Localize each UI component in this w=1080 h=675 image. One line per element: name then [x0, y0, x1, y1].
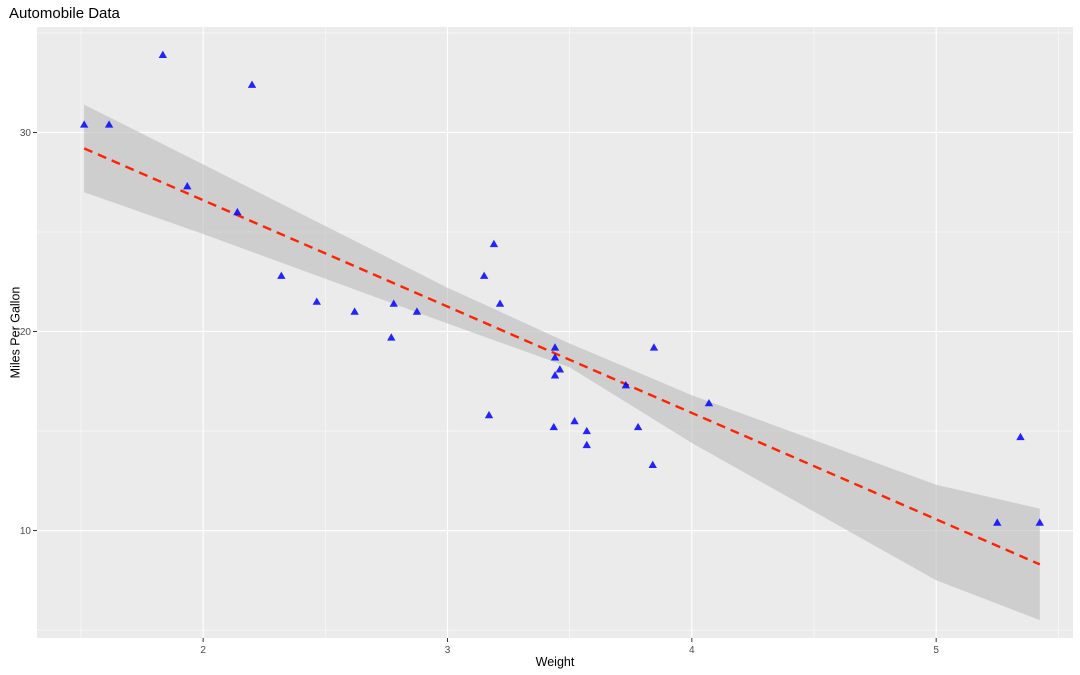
x-tick-label: 5 — [933, 645, 939, 656]
confidence-band-area — [84, 104, 1040, 621]
data-point — [550, 371, 560, 379]
data-points — [79, 50, 1044, 526]
y-tick-label: 20 — [20, 327, 32, 338]
x-axis-title: Weight — [536, 655, 575, 669]
data-point — [484, 410, 494, 419]
data-point — [621, 381, 631, 389]
x-tick-label: 4 — [689, 645, 695, 656]
data-point — [549, 422, 558, 431]
y-axis-title: Miles Per Gallon — [8, 287, 22, 379]
data-point — [1016, 432, 1025, 441]
data-point — [183, 182, 192, 190]
y-axis: 10 20 30 — [20, 128, 37, 537]
data-point — [312, 297, 321, 305]
data-point — [233, 207, 242, 216]
confidence-band — [84, 104, 1040, 621]
data-point — [79, 120, 89, 128]
data-point — [582, 426, 591, 435]
data-point — [479, 271, 489, 279]
x-tick-label: 3 — [445, 645, 451, 656]
data-point — [570, 416, 579, 425]
data-point — [550, 353, 560, 361]
data-point — [489, 239, 499, 248]
data-point — [247, 80, 257, 88]
data-point — [1035, 518, 1044, 526]
regression-line — [83, 147, 1041, 566]
y-tick-label: 30 — [20, 128, 32, 139]
data-point — [648, 460, 657, 469]
data-point — [350, 307, 359, 315]
data-point — [277, 271, 286, 279]
y-tick-label: 10 — [20, 526, 32, 537]
x-tick-label: 2 — [200, 645, 206, 656]
data-point — [704, 398, 714, 407]
data-point — [649, 343, 659, 351]
data-point — [993, 518, 1002, 526]
data-point — [158, 50, 168, 59]
data-point — [104, 120, 114, 128]
data-point — [389, 299, 398, 307]
data-point — [387, 333, 396, 341]
x-axis: 2 3 4 5 — [200, 638, 939, 656]
data-point — [582, 440, 591, 449]
data-point — [412, 307, 422, 315]
fit-line — [83, 147, 1041, 566]
data-point — [555, 365, 565, 373]
data-point — [550, 343, 560, 351]
chart-title: Automobile Data — [9, 5, 121, 22]
data-point — [633, 422, 643, 431]
data-point — [495, 299, 505, 307]
